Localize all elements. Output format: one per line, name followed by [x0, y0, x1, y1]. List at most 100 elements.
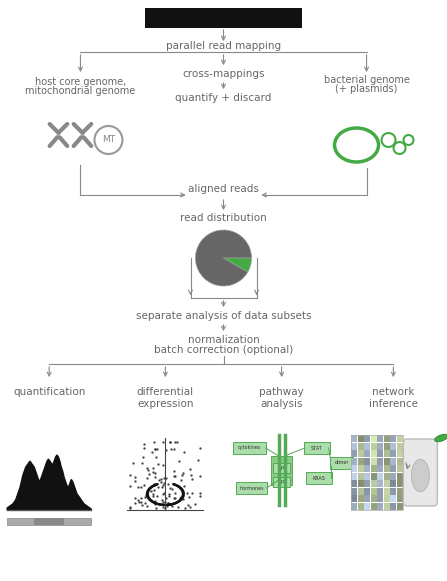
Text: quantify + discard: quantify + discard — [175, 93, 272, 103]
FancyBboxPatch shape — [358, 487, 364, 494]
Text: cytokines: cytokines — [238, 446, 261, 450]
FancyBboxPatch shape — [390, 457, 396, 464]
FancyBboxPatch shape — [273, 477, 290, 487]
Text: MT: MT — [102, 135, 115, 145]
FancyBboxPatch shape — [384, 495, 390, 502]
FancyBboxPatch shape — [390, 495, 396, 502]
FancyBboxPatch shape — [364, 443, 371, 450]
FancyBboxPatch shape — [397, 480, 403, 487]
FancyBboxPatch shape — [351, 480, 357, 487]
Text: quantification: quantification — [13, 387, 85, 397]
FancyBboxPatch shape — [271, 456, 292, 485]
FancyBboxPatch shape — [371, 465, 377, 472]
FancyBboxPatch shape — [403, 439, 437, 506]
FancyBboxPatch shape — [233, 442, 266, 454]
FancyBboxPatch shape — [397, 487, 403, 494]
FancyBboxPatch shape — [390, 465, 396, 472]
FancyBboxPatch shape — [358, 450, 364, 457]
FancyBboxPatch shape — [384, 503, 390, 510]
FancyBboxPatch shape — [371, 450, 377, 457]
FancyBboxPatch shape — [397, 450, 403, 457]
Text: hormones: hormones — [239, 486, 264, 490]
Text: normalization: normalization — [188, 335, 259, 345]
Text: aligned reads: aligned reads — [188, 184, 259, 194]
FancyBboxPatch shape — [273, 463, 290, 473]
FancyBboxPatch shape — [358, 435, 364, 442]
FancyBboxPatch shape — [377, 480, 384, 487]
FancyBboxPatch shape — [390, 503, 396, 510]
FancyBboxPatch shape — [358, 495, 364, 502]
Text: (+ plasmids): (+ plasmids) — [335, 84, 398, 94]
FancyBboxPatch shape — [236, 482, 267, 494]
Polygon shape — [7, 455, 91, 510]
Text: network
inference: network inference — [369, 387, 418, 408]
Ellipse shape — [411, 459, 430, 492]
Text: p: p — [280, 465, 283, 471]
FancyBboxPatch shape — [351, 465, 357, 472]
FancyBboxPatch shape — [371, 443, 377, 450]
FancyBboxPatch shape — [384, 487, 390, 494]
FancyBboxPatch shape — [377, 487, 384, 494]
Text: mitochondrial genome: mitochondrial genome — [25, 86, 135, 96]
FancyBboxPatch shape — [351, 487, 357, 494]
FancyBboxPatch shape — [384, 435, 390, 442]
FancyBboxPatch shape — [377, 443, 384, 450]
FancyBboxPatch shape — [397, 465, 403, 472]
FancyBboxPatch shape — [351, 503, 357, 510]
FancyBboxPatch shape — [397, 457, 403, 464]
Text: dimer: dimer — [334, 461, 349, 465]
Text: host core genome,: host core genome, — [35, 77, 126, 87]
FancyBboxPatch shape — [371, 435, 377, 442]
FancyBboxPatch shape — [371, 503, 377, 510]
FancyBboxPatch shape — [364, 480, 371, 487]
FancyBboxPatch shape — [390, 435, 396, 442]
Text: p: p — [280, 479, 283, 485]
Wedge shape — [195, 230, 252, 286]
Text: pathway
analysis: pathway analysis — [259, 387, 304, 408]
FancyBboxPatch shape — [358, 480, 364, 487]
FancyBboxPatch shape — [306, 472, 332, 484]
FancyBboxPatch shape — [390, 472, 396, 479]
FancyBboxPatch shape — [377, 450, 384, 457]
FancyBboxPatch shape — [351, 457, 357, 464]
Text: read distribution: read distribution — [180, 213, 267, 223]
FancyBboxPatch shape — [384, 443, 390, 450]
Text: differential
expression: differential expression — [137, 387, 194, 408]
FancyBboxPatch shape — [371, 472, 377, 479]
FancyBboxPatch shape — [330, 457, 353, 469]
FancyBboxPatch shape — [390, 443, 396, 450]
FancyBboxPatch shape — [377, 495, 384, 502]
FancyBboxPatch shape — [364, 435, 371, 442]
FancyBboxPatch shape — [351, 495, 357, 502]
Wedge shape — [224, 258, 252, 272]
FancyBboxPatch shape — [377, 465, 384, 472]
FancyBboxPatch shape — [364, 457, 371, 464]
FancyBboxPatch shape — [358, 465, 364, 472]
FancyBboxPatch shape — [377, 457, 384, 464]
Text: batch correction (optional): batch correction (optional) — [154, 345, 293, 355]
FancyBboxPatch shape — [358, 443, 364, 450]
FancyBboxPatch shape — [377, 503, 384, 510]
FancyBboxPatch shape — [397, 443, 403, 450]
FancyBboxPatch shape — [397, 472, 403, 479]
FancyBboxPatch shape — [364, 472, 371, 479]
FancyBboxPatch shape — [390, 487, 396, 494]
FancyBboxPatch shape — [364, 465, 371, 472]
FancyBboxPatch shape — [364, 450, 371, 457]
Text: separate analysis of data subsets: separate analysis of data subsets — [136, 311, 311, 321]
FancyBboxPatch shape — [351, 450, 357, 457]
FancyBboxPatch shape — [384, 457, 390, 464]
Text: KRAS: KRAS — [312, 475, 325, 480]
FancyBboxPatch shape — [351, 443, 357, 450]
FancyBboxPatch shape — [351, 435, 357, 442]
FancyBboxPatch shape — [371, 495, 377, 502]
FancyBboxPatch shape — [384, 465, 390, 472]
FancyBboxPatch shape — [397, 495, 403, 502]
FancyBboxPatch shape — [351, 472, 357, 479]
FancyBboxPatch shape — [371, 480, 377, 487]
FancyBboxPatch shape — [358, 472, 364, 479]
Text: parallel read mapping: parallel read mapping — [166, 41, 281, 51]
Text: Illumina sequencing: Illumina sequencing — [157, 12, 290, 24]
FancyBboxPatch shape — [390, 480, 396, 487]
FancyBboxPatch shape — [145, 8, 302, 28]
